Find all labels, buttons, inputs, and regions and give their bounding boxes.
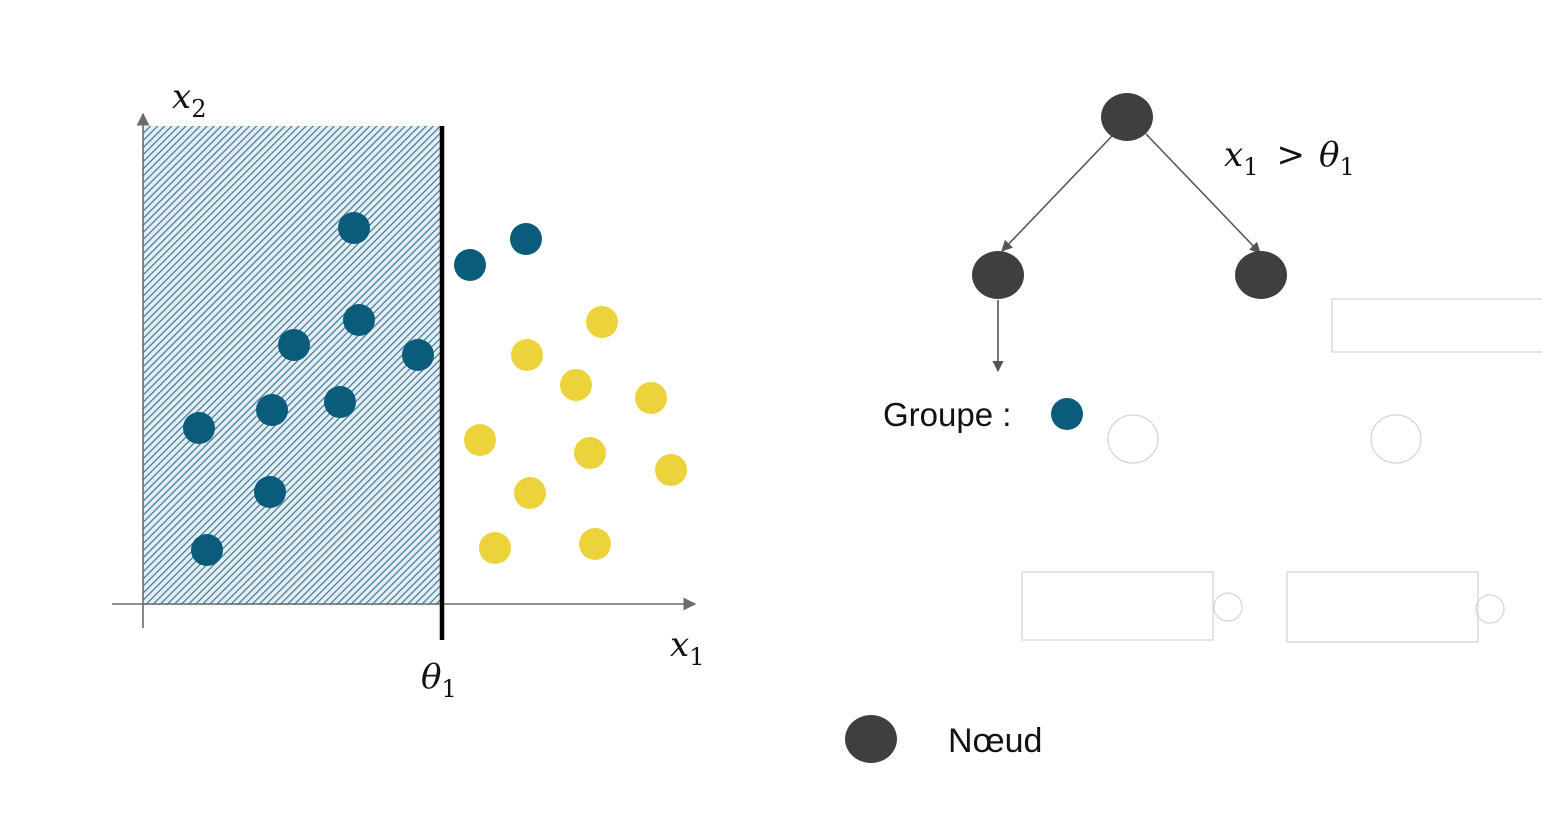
yellow-point-3 [560,369,592,401]
legend-node-icon [845,715,897,763]
yellow-point-8 [514,477,546,509]
left-node [972,251,1024,299]
blue-point-5 [278,329,310,361]
data-points [183,212,687,566]
threshold-label: θ1 [421,657,457,703]
blue-point-11 [191,534,223,566]
yellow-point-6 [574,437,606,469]
edge-root-right [1145,133,1261,254]
yellow-point-2 [511,339,543,371]
hatched-region [143,126,442,605]
legend: Nœud [845,715,1042,763]
group-label: Groupe : [883,396,1011,433]
right-node [1235,251,1287,299]
scatter-plot: x2 x1 θ1 [112,77,704,703]
decision-tree: x1 > θ1 Groupe : [883,93,1542,643]
blue-point-1 [338,212,370,244]
blue-point-8 [256,394,288,426]
blue-point-7 [183,412,215,444]
yellow-point-7 [655,454,687,486]
group-color-dot [1051,398,1083,430]
yellow-point-1 [586,306,618,338]
blue-point-10 [254,476,286,508]
y-axis-label: x2 [172,77,206,123]
yellow-point-4 [635,382,667,414]
blue-point-3 [510,223,542,255]
yellow-point-9 [479,532,511,564]
split-condition: x1 > θ1 [1224,135,1355,181]
ghost-placeholders [1021,298,1542,643]
edge-root-left [1001,135,1113,252]
blue-point-4 [343,304,375,336]
yellow-point-10 [579,528,611,560]
blue-point-9 [324,386,356,418]
blue-point-2 [454,249,486,281]
yellow-point-5 [464,424,496,456]
root-node [1101,93,1153,141]
x-axis-label: x1 [670,625,704,671]
blue-point-6 [402,339,434,371]
legend-node-label: Nœud [948,722,1042,760]
